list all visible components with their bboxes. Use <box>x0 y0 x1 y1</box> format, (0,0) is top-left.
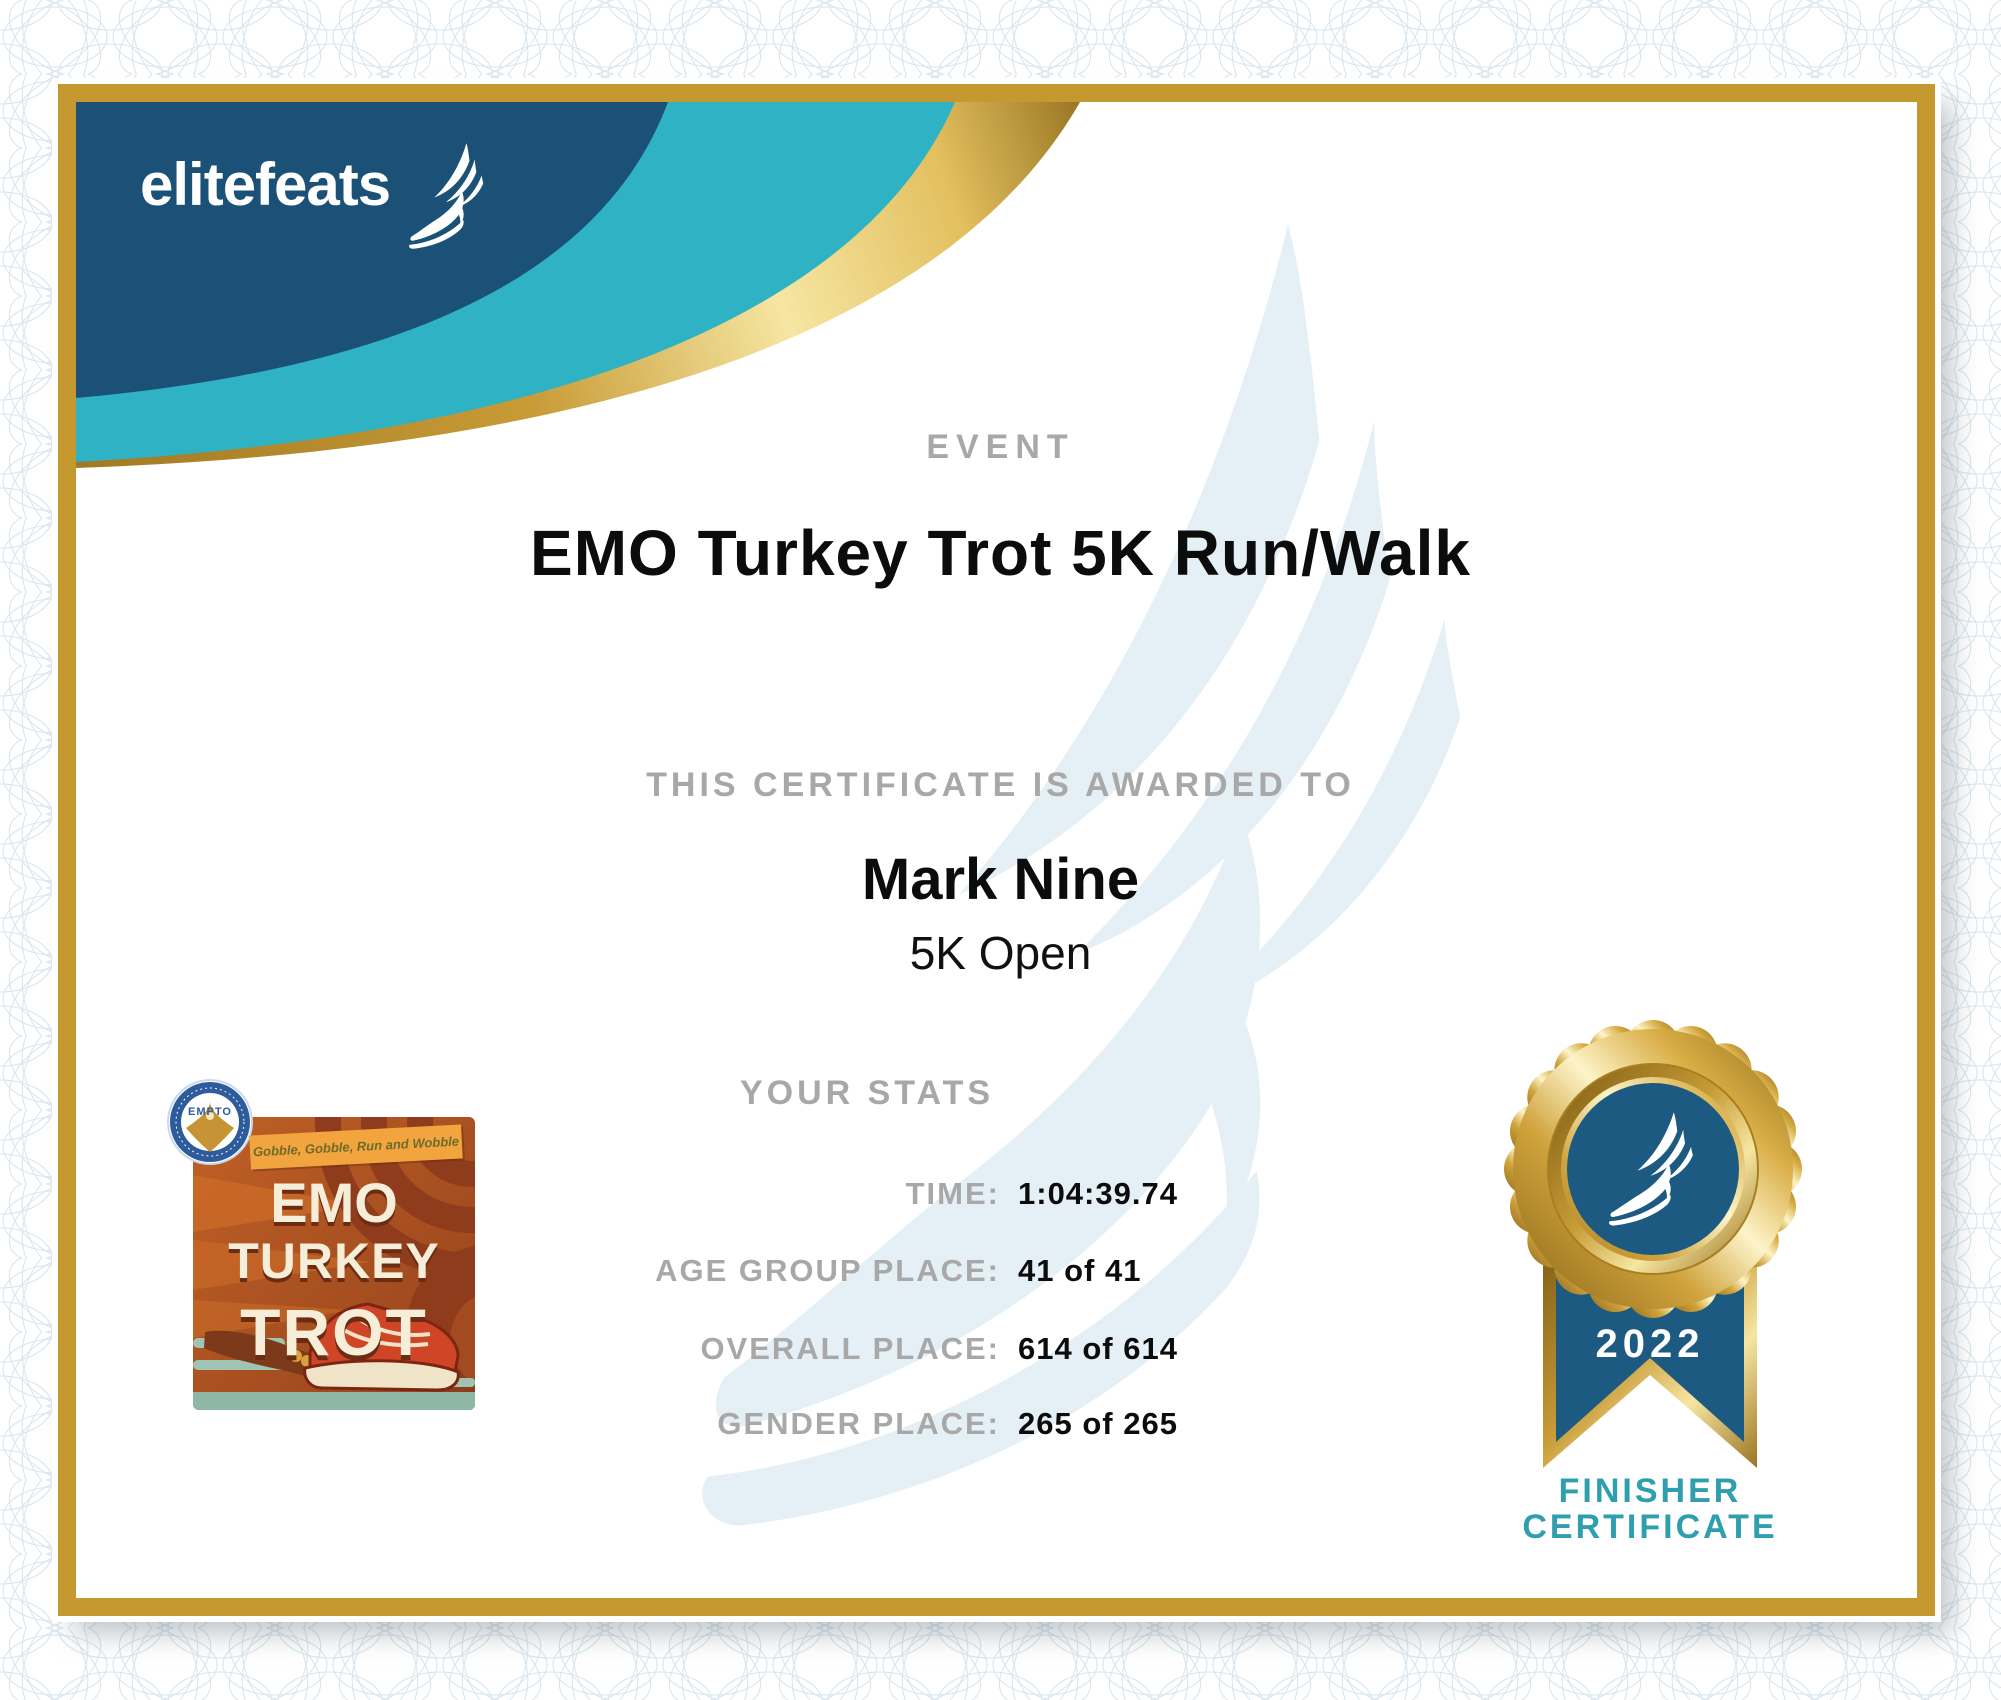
stat-value-time: 1:04:39.74 <box>1018 1176 1178 1211</box>
stat-label-overall-place: OVERALL PLACE: <box>700 1331 1000 1366</box>
finisher-label-line2: CERTIFICATE <box>1522 1508 1778 1546</box>
event-logo-line3: TROT <box>240 1295 428 1369</box>
medal-year: 2022 <box>1595 1322 1705 1366</box>
division-name: 5K Open <box>909 927 1092 979</box>
stat-value-overall-place: 614 of 614 <box>1018 1331 1178 1366</box>
stat-row-gender-place: GENDER PLACE: 265 of 265 <box>0 1406 2001 1442</box>
event-title: EMO Turkey Trot 5K Run/Walk <box>530 517 1471 589</box>
stat-label-time: TIME: <box>905 1176 1000 1211</box>
stat-value-age-group-place: 41 of 41 <box>1018 1253 1142 1288</box>
finisher-label-line1: FINISHER <box>1558 1472 1742 1510</box>
event-logo-line1: EMO <box>270 1171 398 1234</box>
award-label: THIS CERTIFICATE IS AWARDED TO <box>646 766 1355 804</box>
stat-value-gender-place: 265 of 265 <box>1018 1406 1178 1441</box>
event-logo-line2: TURKEY <box>228 1233 440 1289</box>
stat-label-gender-place: GENDER PLACE: <box>717 1406 1000 1441</box>
event-label: EVENT <box>926 428 1075 466</box>
brand-logo-text: elitefeats <box>140 151 391 218</box>
event-seal-text: EMPTO <box>188 1106 232 1118</box>
stat-label-age-group-place: AGE GROUP PLACE: <box>655 1253 1000 1288</box>
recipient-name: Mark Nine <box>861 847 1140 912</box>
stats-heading: YOUR STATS <box>739 1074 995 1112</box>
